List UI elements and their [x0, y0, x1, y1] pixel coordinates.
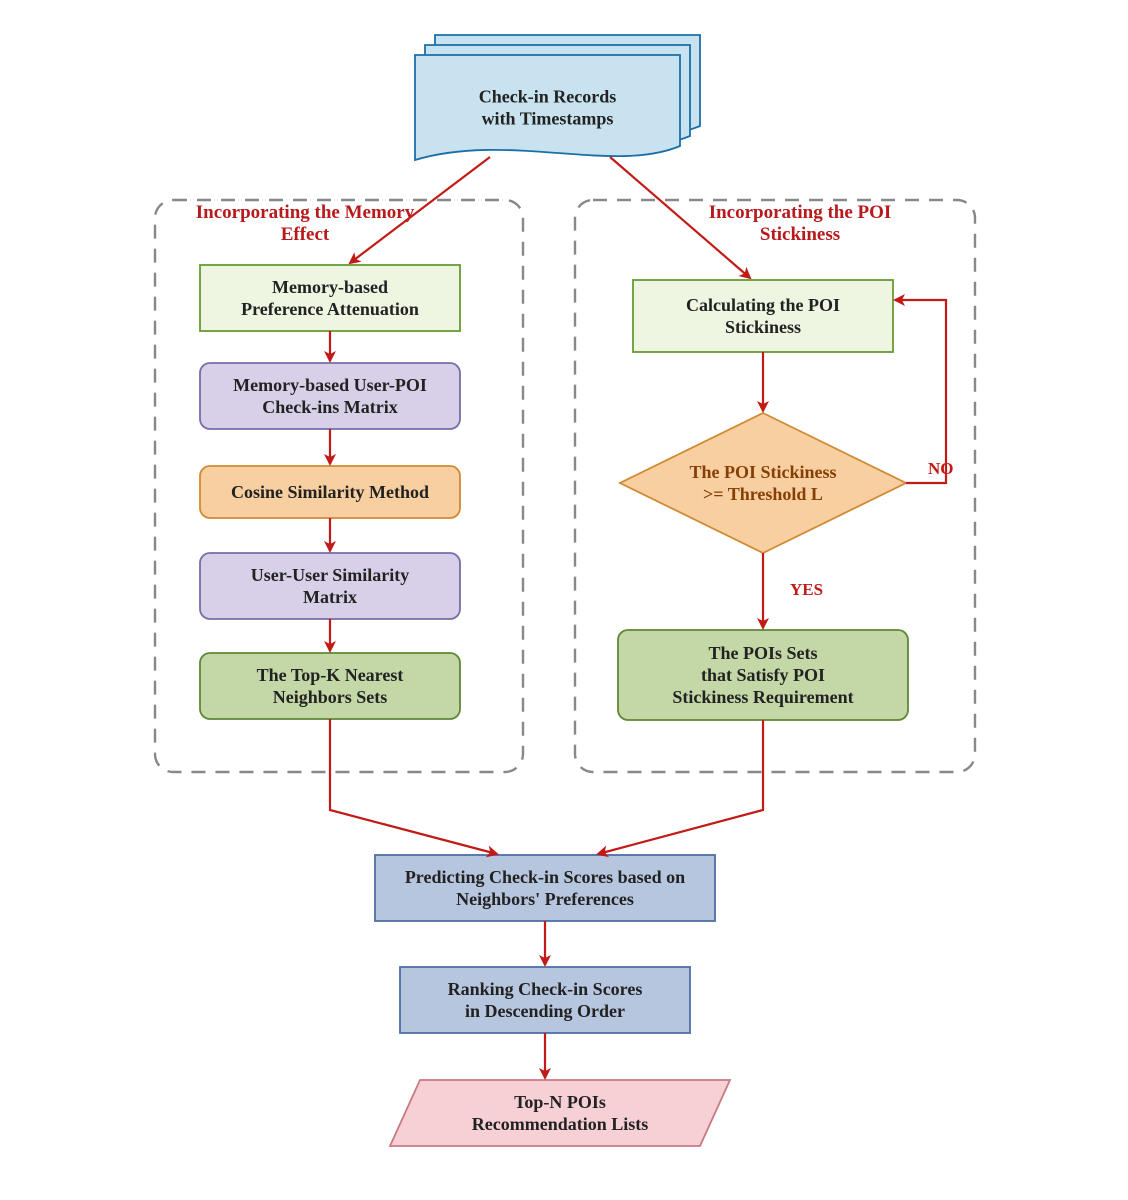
edge [330, 719, 497, 854]
node-label: Matrix [303, 587, 357, 607]
group-title: Incorporating the Memory [196, 202, 415, 223]
node-label: User-User Similarity [251, 565, 409, 585]
node-doc: Check-in Recordswith Timestamps [415, 35, 700, 160]
node-label: Ranking Check-in Scores [448, 979, 643, 999]
node-rank: Ranking Check-in Scoresin Descending Ord… [400, 967, 690, 1033]
node-label: Preference Attenuation [241, 299, 419, 319]
node-label: with Timestamps [482, 109, 614, 129]
node-label: >= Threshold L [703, 484, 823, 504]
node-pred: Predicting Check-in Scores based onNeigh… [375, 855, 715, 921]
node-label: Neighbors' Preferences [456, 889, 634, 909]
node-label: The POIs Sets [708, 643, 817, 663]
edge [895, 300, 946, 483]
node-label: Recommendation Lists [472, 1114, 649, 1134]
node-label: The Top-K Nearest [257, 665, 404, 685]
node-label: Check-in Records [479, 87, 617, 107]
group-title: Effect [281, 224, 330, 245]
node-mem2: Memory-based User-POICheck-ins Matrix [200, 363, 460, 429]
node-label: Predicting Check-in Scores based on [405, 867, 685, 887]
node-poi1: Calculating the POIStickiness [633, 280, 893, 352]
node-label: Memory-based User-POI [233, 375, 427, 395]
node-label: that Satisfy POI [701, 665, 825, 685]
node-poi2: The POI Stickiness>= Threshold L [620, 413, 906, 553]
node-label: Cosine Similarity Method [231, 482, 429, 502]
edge [598, 720, 763, 854]
node-label: The POI Stickiness [689, 462, 836, 482]
edge-label: NO [928, 459, 954, 478]
node-label: Check-ins Matrix [262, 397, 397, 417]
group-title: Incorporating the POI [709, 202, 892, 223]
node-mem3: Cosine Similarity Method [200, 466, 460, 518]
node-mem4: User-User SimilarityMatrix [200, 553, 460, 619]
flowchart-canvas: Incorporating the MemoryEffect Incorporat… [0, 0, 1128, 1200]
node-label: Neighbors Sets [273, 687, 388, 707]
edge-label: YES [790, 580, 823, 599]
group-title: Stickiness [760, 224, 840, 245]
node-label: in Descending Order [465, 1001, 625, 1021]
node-poi3: The POIs Setsthat Satisfy POIStickiness … [618, 630, 908, 720]
node-mem5: The Top-K NearestNeighbors Sets [200, 653, 460, 719]
node-label: Memory-based [272, 277, 388, 297]
node-label: Top-N POIs [514, 1092, 606, 1112]
node-label: Stickiness [725, 317, 801, 337]
node-label: Stickiness Requirement [672, 687, 853, 707]
node-mem1: Memory-basedPreference Attenuation [200, 265, 460, 331]
node-topn: Top-N POIsRecommendation Lists [390, 1080, 730, 1146]
node-label: Calculating the POI [686, 295, 840, 315]
